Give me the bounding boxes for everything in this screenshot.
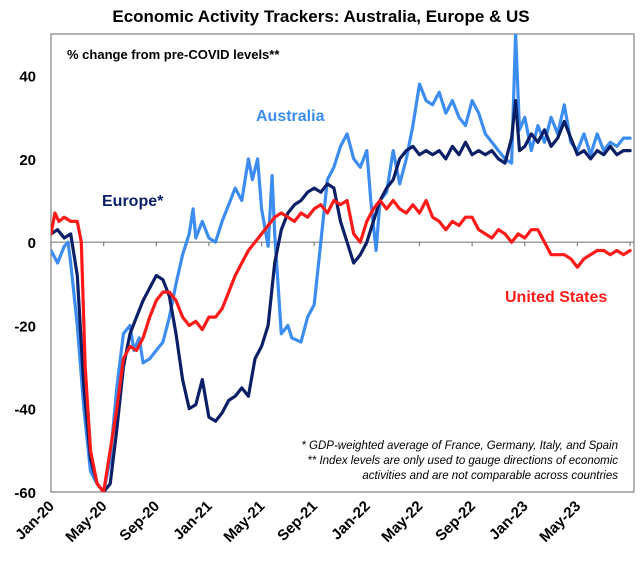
footnote-2: ** Index levels are only used to gauge d… <box>307 455 618 467</box>
x-tick-label: Sep-22 <box>432 498 479 545</box>
x-tick-label: Jan-20 <box>12 498 58 544</box>
label-europe: Europe* <box>102 193 164 210</box>
x-tick-label: Jan-23 <box>486 498 532 544</box>
series-line-united-states <box>51 198 632 492</box>
label-united-states: United States <box>505 289 607 306</box>
series-layer <box>51 34 632 492</box>
label-australia: Australia <box>256 108 325 125</box>
x-tick-label: May-22 <box>378 498 426 546</box>
chart-title: Economic Activity Trackers: Australia, E… <box>112 7 529 26</box>
y-tick-label: 20 <box>19 152 36 169</box>
y-tick-label: 0 <box>28 235 36 252</box>
x-tick-label: Jan-21 <box>170 498 216 544</box>
plot-frame <box>50 33 635 493</box>
x-tick-label: Sep-20 <box>116 498 163 545</box>
y-tick-label: 40 <box>19 69 36 86</box>
x-tick-label: May-20 <box>62 498 110 546</box>
y-tick-label: -20 <box>14 318 36 335</box>
x-tick-label: May-23 <box>536 498 584 546</box>
x-tick-label: May-21 <box>220 498 268 546</box>
y-tick-label: -40 <box>14 402 36 419</box>
y-axis: -60 -40 -20 0 20 40 <box>14 69 36 502</box>
footnote-1: * GDP-weighted average of France, German… <box>301 440 618 452</box>
series-line-europe <box>51 98 632 492</box>
y-tick-label: -60 <box>14 485 36 502</box>
series-line-australia <box>51 34 632 492</box>
chart-subtitle: % change from pre-COVID levels** <box>67 47 280 62</box>
x-tick-label: Sep-21 <box>274 498 321 545</box>
x-tick-label: Jan-22 <box>328 498 374 544</box>
footnote-3: activities and are not comparable across… <box>362 470 618 482</box>
